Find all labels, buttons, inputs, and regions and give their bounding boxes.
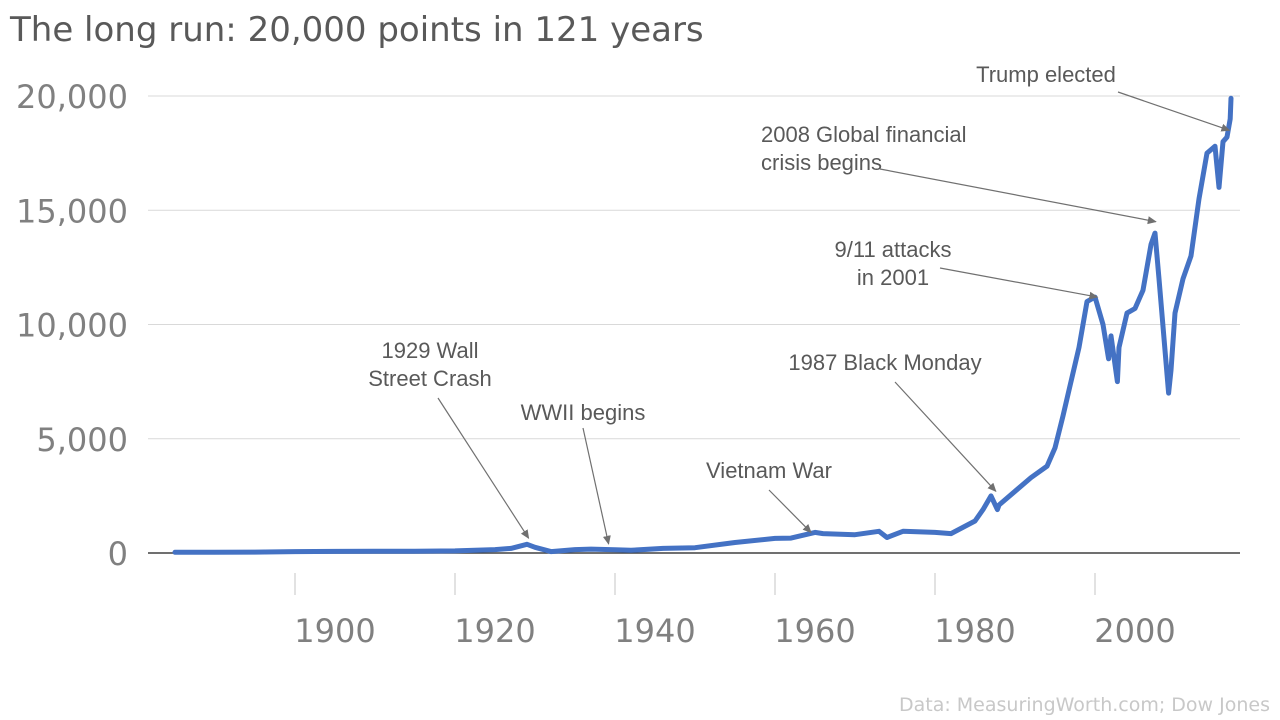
- x-tick-label: 1900: [294, 612, 375, 650]
- annotation-arrow: [894, 381, 997, 493]
- chart-title: The long run: 20,000 points in 121 years: [10, 10, 704, 50]
- series-layer: [172, 95, 1234, 555]
- annotation: Vietnam War: [706, 458, 832, 534]
- y-tick-label: 5,000: [36, 421, 128, 459]
- y-tick-label: 15,000: [16, 192, 128, 230]
- annotation: WWII begins: [521, 400, 646, 545]
- annotation-label: crisis begins: [761, 150, 882, 175]
- annotation: 1929 Wall Street Crash: [368, 338, 530, 539]
- annotation: 2008 Global financial crisis begins: [761, 122, 1157, 225]
- annotation-label: 9/11 attacks: [835, 237, 952, 262]
- annotation-label: Trump elected: [976, 62, 1116, 87]
- annotation: Trump elected: [976, 62, 1231, 132]
- axes: 0 5,000 10,000 15,000 20,000 1900 1920 1940 1960…: [16, 78, 1176, 650]
- source-note: Data: MeasuringWorth.com; Dow Jones: [898, 694, 1270, 716]
- annotation-label: WWII begins: [521, 400, 646, 425]
- annotations: Trump elected 2008 Global financial crisis…: [368, 62, 1231, 545]
- y-tick-label: 0: [108, 535, 128, 573]
- annotation: 1987 Black Monday: [788, 350, 997, 493]
- annotation-label: 2008 Global financial: [761, 122, 966, 147]
- x-tick-label: 1920: [454, 612, 535, 650]
- annotation-label: in 2001: [857, 265, 929, 290]
- y-tick-label: 10,000: [16, 307, 128, 345]
- annotation-label: 1987 Black Monday: [788, 350, 981, 375]
- x-tick-label: 2000: [1094, 612, 1175, 650]
- dow-jones-series-line: [172, 95, 1234, 555]
- annotation-label: 1929 Wall: [381, 338, 478, 363]
- grid-lines: [148, 95, 1240, 554]
- x-tick-label: 1940: [614, 612, 695, 650]
- y-tick-label: 20,000: [16, 78, 128, 116]
- annotation: 9/11 attacks in 2001: [835, 237, 1099, 300]
- annotation-arrow: [768, 489, 812, 534]
- annotation-arrow: [879, 168, 1157, 225]
- annotation-arrow: [1117, 91, 1231, 132]
- x-tick-label: 1980: [934, 612, 1015, 650]
- x-tick-label: 1960: [774, 612, 855, 650]
- annotation-label: Vietnam War: [706, 458, 832, 483]
- annotation-arrow: [582, 427, 611, 545]
- annotation-arrow: [437, 397, 530, 539]
- annotation-label: Street Crash: [368, 366, 492, 391]
- annotation-arrow: [939, 267, 1099, 300]
